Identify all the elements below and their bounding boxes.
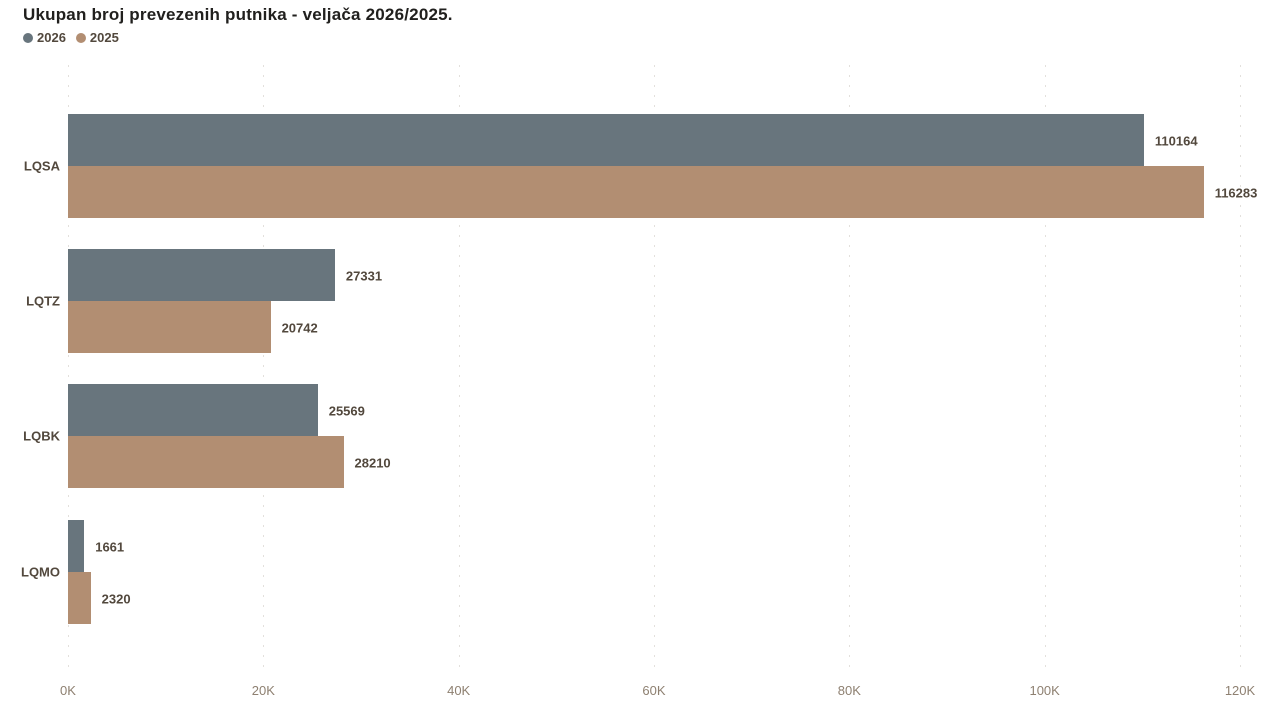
x-tick-label: 80K <box>837 683 861 698</box>
gridline <box>654 65 655 672</box>
x-tick-label: 60K <box>642 683 666 698</box>
x-tick-label: 100K <box>1029 683 1060 698</box>
category-label-lqbk: LQBK <box>23 428 60 444</box>
legend-dot-2025-icon <box>75 32 86 43</box>
x-tick-label: 0K <box>60 683 76 698</box>
chart-title: Ukupan broj prevezenih putnika - veljača… <box>23 5 453 24</box>
bar-2026-lqtz[interactable] <box>68 248 335 301</box>
bar-2026-lqmo[interactable] <box>68 519 85 572</box>
legend-item-2026[interactable]: 2026 <box>23 30 66 45</box>
gridline <box>1044 65 1046 672</box>
x-tick-label: 120K <box>1224 683 1256 698</box>
x-tick-label: 40K <box>447 683 471 698</box>
gridline <box>458 65 460 672</box>
legend-label-2026: 2026 <box>37 30 66 45</box>
legend-label-2025: 2025 <box>89 30 119 45</box>
value-label-2026-lqbk: 25569 <box>328 403 365 419</box>
legend: 2026 2025 <box>23 30 119 45</box>
legend-item-2025[interactable]: 2025 <box>75 30 119 45</box>
bar-2025-lqsa[interactable] <box>68 165 1204 218</box>
value-label-2025-lqsa: 116283 <box>1214 185 1258 200</box>
category-label-lqsa: LQSA <box>23 158 60 173</box>
value-label-2025-lqtz: 20742 <box>281 320 318 336</box>
value-label-2026-lqsa: 110164 <box>1154 133 1198 148</box>
x-tick-label: 20K <box>251 683 275 698</box>
gridline <box>68 65 69 672</box>
bar-2025-lqbk[interactable] <box>68 436 344 489</box>
value-label-2025-lqbk: 28210 <box>354 455 391 471</box>
category-label-lqmo: LQMO <box>21 564 60 580</box>
legend-dot-2026-icon <box>23 32 33 43</box>
category-label-lqtz: LQTZ <box>26 293 60 309</box>
gridline <box>849 65 851 672</box>
value-label-2026-lqmo: 1661 <box>95 539 125 555</box>
gridline <box>1240 65 1241 672</box>
bar-2025-lqtz[interactable] <box>68 300 271 353</box>
value-label-2026-lqtz: 27331 <box>345 268 383 284</box>
bar-2025-lqmo[interactable] <box>68 571 91 624</box>
gridline <box>263 65 265 672</box>
bar-2026-lqbk[interactable] <box>68 384 318 437</box>
value-label-2025-lqmo: 2320 <box>101 591 131 607</box>
bar-2026-lqsa[interactable] <box>68 113 1144 166</box>
